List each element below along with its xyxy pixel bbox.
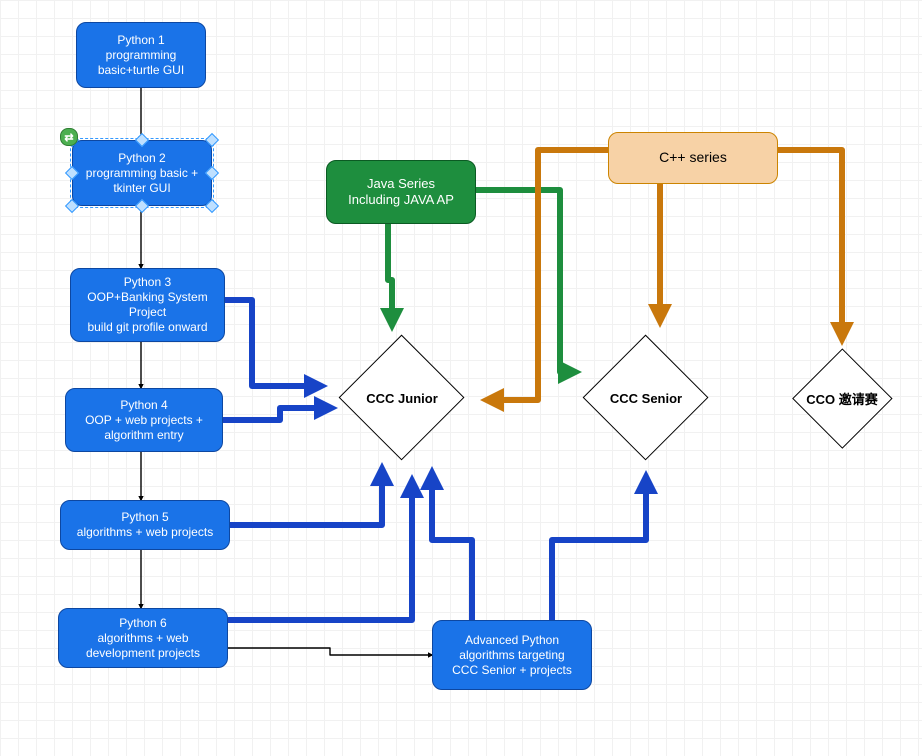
node-label: Python 6algorithms + webdevelopment proj… [86, 616, 200, 661]
diamond-junior[interactable]: CCC Junior [339, 335, 465, 461]
node-advpy[interactable]: Advanced Pythonalgorithms targetingCCC S… [432, 620, 592, 690]
diamond-senior[interactable]: CCC Senior [583, 335, 709, 461]
node-python1[interactable]: Python 1programmingbasic+turtle GUI [76, 22, 206, 88]
node-label: Python 1programmingbasic+turtle GUI [98, 33, 184, 78]
node-python2[interactable]: Python 2programming basic +tkinter GUI [72, 140, 212, 206]
node-python5[interactable]: Python 5algorithms + web projects [60, 500, 230, 550]
node-python6[interactable]: Python 6algorithms + webdevelopment proj… [58, 608, 228, 668]
diamond-label-text: CCC Junior [366, 391, 438, 406]
node-python4[interactable]: Python 4OOP + web projects +algorithm en… [65, 388, 223, 452]
node-python3[interactable]: Python 3OOP+Banking SystemProjectbuild g… [70, 268, 225, 342]
node-label: Python 4OOP + web projects +algorithm en… [85, 398, 203, 443]
diamond-cco[interactable]: CCO 邀请赛 [792, 348, 892, 448]
diamond-label-text: CCC Senior [610, 391, 682, 406]
node-java[interactable]: Java SeriesIncluding JAVA AP [326, 160, 476, 224]
node-label: Python 3OOP+Banking SystemProjectbuild g… [87, 275, 207, 335]
node-label: Python 2programming basic +tkinter GUI [86, 151, 198, 196]
node-label: Java SeriesIncluding JAVA AP [348, 176, 454, 209]
diamond-label: CCC Junior [339, 335, 465, 461]
node-label: Python 5algorithms + web projects [77, 510, 213, 540]
node-label: C++ series [659, 149, 727, 167]
diamond-label-text: CCO 邀请赛 [806, 389, 878, 408]
node-cpp[interactable]: C++ series [608, 132, 778, 184]
diamond-label: CCO 邀请赛 [792, 348, 892, 448]
node-label: Advanced Pythonalgorithms targetingCCC S… [452, 633, 572, 678]
diamond-label: CCC Senior [583, 335, 709, 461]
